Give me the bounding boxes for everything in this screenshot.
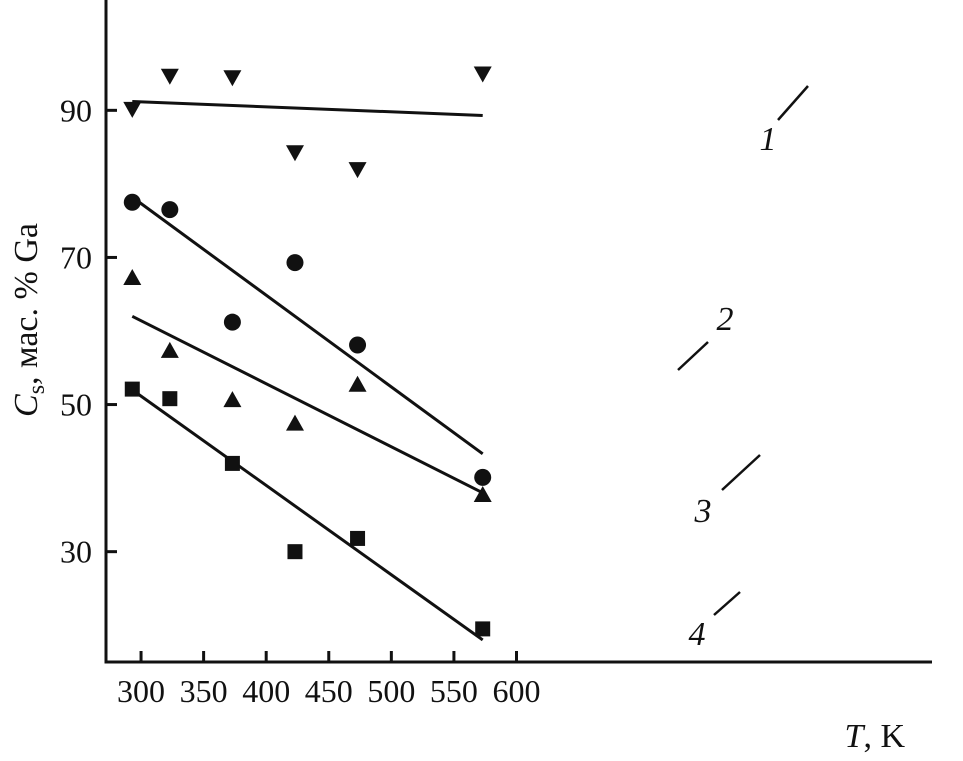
circle-point [286, 254, 304, 272]
y-tick-label: 30 [60, 534, 92, 570]
leader-line-1 [777, 85, 809, 121]
axis-titles: T, K Cs, мас. % Ga [8, 223, 905, 755]
x-axis-var: T [845, 718, 866, 755]
line-label-4: 4 [689, 616, 706, 653]
y-axis-var: C [8, 394, 45, 417]
triangle-up-point [285, 414, 304, 431]
triangle-up-point [473, 486, 492, 503]
square-point [162, 391, 178, 407]
data-points [123, 66, 492, 637]
x-tick-label: 600 [492, 673, 540, 709]
x-tick-label: 300 [117, 673, 165, 709]
triangle-up-point [223, 391, 242, 408]
x-tick-label: 450 [305, 673, 353, 709]
y-axis-rest: , мас. % Ga [8, 223, 45, 385]
x-tick-label: 550 [430, 673, 478, 709]
line-label-1: 1 [760, 121, 777, 158]
square-point [350, 530, 366, 546]
square-point [475, 621, 491, 637]
x-axis-title: T, K [845, 718, 906, 755]
y-tick-label: 50 [60, 387, 92, 423]
triangle-up-point [160, 341, 179, 358]
axes: 300 350 400 450 500 550 600 30 50 70 90 [60, 0, 932, 709]
x-tick-label: 500 [367, 673, 415, 709]
circle-point [223, 313, 241, 331]
line-label-2: 2 [717, 301, 734, 338]
leader-line-2 [677, 341, 709, 371]
axis-frame [104, 0, 932, 664]
triangle-down-point [348, 162, 367, 179]
square-point [124, 381, 140, 397]
square-point [224, 455, 240, 471]
triangle-down-point [123, 101, 142, 118]
leader-line-4 [713, 591, 741, 616]
circle-point [474, 468, 492, 486]
y-tick-label: 90 [60, 92, 92, 128]
triangle-down-point [223, 70, 242, 87]
y-tick-label: 70 [60, 239, 92, 275]
circle-point [123, 193, 141, 211]
fit-line-3 [131, 314, 484, 495]
x-axis-unit: , K [863, 718, 905, 755]
fit-lines [131, 100, 484, 642]
fit-line-1 [132, 100, 483, 117]
y-axis-title: Cs, мас. % Ga [8, 223, 50, 417]
circle-point [349, 336, 367, 354]
circle-point [161, 201, 179, 219]
fit-line-4 [131, 388, 484, 642]
fit-line-2 [131, 195, 484, 456]
triangle-down-point [285, 145, 304, 162]
line-label-3: 3 [694, 493, 712, 530]
x-tick-label: 400 [242, 673, 290, 709]
square-point [287, 544, 303, 560]
triangle-up-point [123, 269, 142, 286]
line-labels: 1 2 3 4 [677, 85, 809, 653]
triangle-down-point [160, 68, 179, 85]
y-axis-subscript: s [24, 385, 50, 394]
x-tick-label: 350 [180, 673, 228, 709]
triangle-down-point [473, 66, 492, 83]
triangle-up-point [348, 375, 367, 392]
leader-line-3 [721, 454, 761, 491]
